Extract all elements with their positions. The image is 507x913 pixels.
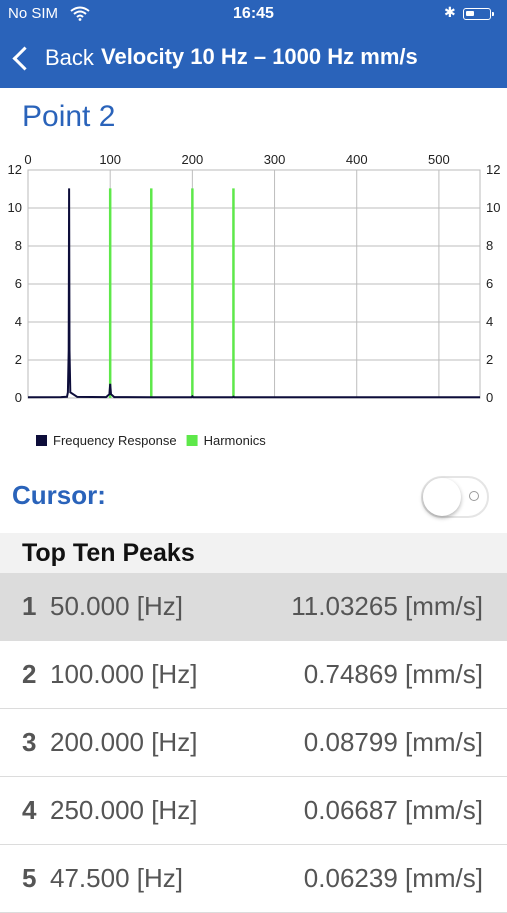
nav-title: Velocity 10 Hz – 1000 Hz mm/s bbox=[101, 44, 418, 69]
peak-rank: 3 bbox=[22, 727, 37, 757]
x-tick-label: 300 bbox=[264, 152, 286, 167]
cursor-toggle[interactable] bbox=[421, 476, 489, 518]
bluetooth-icon: ✱ bbox=[444, 4, 456, 20]
peak-amplitude: 0.08799 [mm/s] bbox=[303, 727, 483, 757]
x-tick-label: 0 bbox=[24, 152, 31, 167]
y-tick-label-right: 4 bbox=[486, 314, 493, 329]
peak-amplitude: 0.06239 [mm/s] bbox=[303, 863, 483, 893]
spectrum-chart: 0 100 200 300 400 500 0 0 2 2 4 4 6 6 8 8 10 10 12 12 Freque… bbox=[8, 152, 501, 448]
frequency-response-line bbox=[27, 188, 480, 399]
battery-icon bbox=[463, 8, 494, 20]
peak-row[interactable]: 3 200.000 [Hz] 0.08799 [mm/s] bbox=[0, 709, 507, 777]
y-tick-label-right: 8 bbox=[486, 238, 493, 253]
peak-row[interactable]: 2 100.000 [Hz] 0.74869 [mm/s] bbox=[0, 641, 507, 709]
x-tick-label: 100 bbox=[99, 152, 121, 167]
peak-amplitude: 11.03265 [mm/s] bbox=[291, 591, 483, 621]
legend-label: Harmonics bbox=[204, 433, 267, 448]
peak-row[interactable]: 1 50.000 [Hz] 11.03265 [mm/s] bbox=[0, 573, 507, 641]
back-button[interactable]: Back bbox=[10, 43, 94, 73]
peak-rank: 1 bbox=[22, 591, 37, 621]
peak-frequency: 200.000 [Hz] bbox=[50, 727, 198, 757]
peak-rank: 4 bbox=[22, 795, 37, 825]
x-tick-label: 500 bbox=[428, 152, 450, 167]
legend-swatch bbox=[36, 435, 47, 446]
peak-row[interactable]: 4 250.000 [Hz] 0.06687 [mm/s] bbox=[0, 777, 507, 845]
y-tick-label-left: 2 bbox=[15, 352, 22, 367]
carrier-label: No SIM bbox=[8, 5, 59, 22]
peaks-list: 1 50.000 [Hz] 11.03265 [mm/s] 2 100.000 … bbox=[0, 573, 507, 913]
x-tick-label: 200 bbox=[182, 152, 204, 167]
peak-frequency: 47.500 [Hz] bbox=[50, 863, 183, 893]
y-tick-label-left: 10 bbox=[8, 200, 22, 215]
y-tick-label-right: 0 bbox=[486, 390, 493, 405]
legend-label: Frequency Response bbox=[53, 433, 177, 448]
legend-swatch bbox=[186, 435, 198, 446]
y-tick-label-left: 6 bbox=[15, 276, 22, 291]
peak-frequency: 250.000 [Hz] bbox=[50, 795, 198, 825]
y-tick-label-right: 10 bbox=[486, 200, 500, 215]
wifi-icon bbox=[70, 6, 90, 21]
y-tick-label-left: 4 bbox=[15, 314, 22, 329]
peak-frequency: 100.000 [Hz] bbox=[50, 659, 198, 689]
point-title: Point 2 bbox=[22, 100, 116, 133]
y-tick-label-right: 6 bbox=[486, 276, 493, 291]
clock: 16:45 bbox=[233, 5, 274, 22]
y-tick-label-right: 2 bbox=[486, 352, 493, 367]
navigation-bar: Back Velocity 10 Hz – 1000 Hz mm/s bbox=[0, 28, 507, 88]
y-tick-label-right: 12 bbox=[486, 162, 500, 177]
back-label: Back bbox=[45, 45, 94, 70]
peak-row[interactable]: 5 47.500 [Hz] 0.06239 [mm/s] bbox=[0, 845, 507, 913]
peak-amplitude: 0.06687 [mm/s] bbox=[303, 795, 483, 825]
chevron-left-icon bbox=[12, 45, 37, 71]
y-tick-label-left: 12 bbox=[8, 162, 22, 177]
x-tick-label: 400 bbox=[346, 152, 368, 167]
peak-frequency: 50.000 [Hz] bbox=[50, 591, 183, 621]
peak-amplitude: 0.74869 [mm/s] bbox=[303, 659, 483, 689]
peak-rank: 2 bbox=[22, 659, 37, 689]
peaks-header-label: Top Ten Peaks bbox=[22, 539, 195, 567]
y-tick-label-left: 8 bbox=[15, 238, 22, 253]
cursor-label: Cursor: bbox=[12, 480, 106, 510]
peaks-section-header: Top Ten Peaks bbox=[0, 533, 507, 573]
y-tick-label-left: 0 bbox=[15, 390, 22, 405]
peak-rank: 5 bbox=[22, 863, 37, 893]
toggle-off-indicator bbox=[469, 491, 479, 501]
status-bar: No SIM 16:45 ✱ bbox=[0, 0, 507, 28]
toggle-knob bbox=[423, 478, 461, 516]
